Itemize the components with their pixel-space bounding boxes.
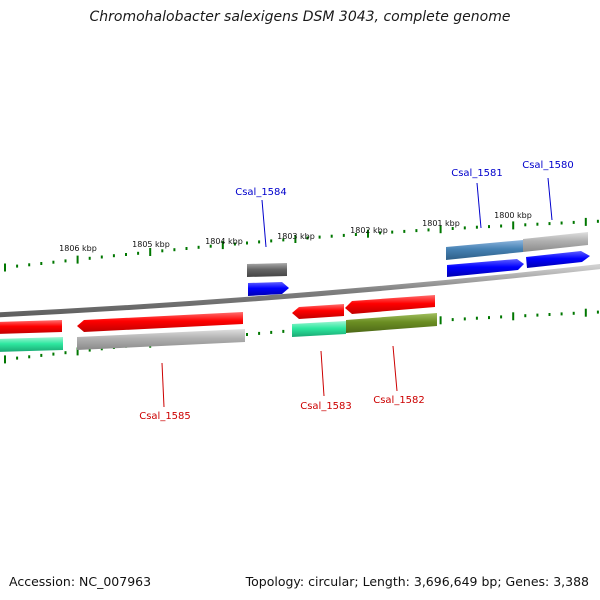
gene-left-partial-cog-bar[interactable] bbox=[0, 337, 63, 352]
map-title: Chromohalobacter salexigens DSM 3043, co… bbox=[89, 9, 511, 25]
gene-label-Csal_1581[interactable]: Csal_1581 bbox=[451, 168, 503, 179]
leader-Csal_1583 bbox=[320, 350, 325, 397]
gene-Csal_1583-arrow[interactable] bbox=[292, 304, 344, 319]
scale-label-1804: 1804 kbp bbox=[205, 237, 243, 246]
upper-scale-ticks bbox=[4, 217, 599, 272]
gene-left-partial-arrow[interactable] bbox=[0, 320, 62, 334]
gene-Csal_1584-cog-bar[interactable] bbox=[247, 263, 287, 277]
gene-label-Csal_1584[interactable]: Csal_1584 bbox=[235, 187, 287, 198]
scale-label-1802: 1802 kbp bbox=[350, 226, 388, 235]
leader-Csal_1581 bbox=[476, 182, 482, 229]
genome-summary-text: Topology: circular; Length: 3,696,649 bp… bbox=[245, 574, 589, 589]
gene-label-Csal_1582[interactable]: Csal_1582 bbox=[373, 395, 425, 406]
scale-label-1806: 1806 kbp bbox=[59, 244, 97, 253]
scale-label-1801: 1801 kbp bbox=[422, 219, 460, 228]
gene-Csal_1581-cog-bar[interactable] bbox=[446, 240, 523, 260]
gene-Csal_1583-cog-bar[interactable] bbox=[292, 321, 346, 337]
gene-Csal_1585-arrow[interactable] bbox=[77, 312, 243, 332]
leader-Csal_1585 bbox=[161, 362, 165, 408]
leader-Csal_1584 bbox=[261, 199, 267, 248]
gene-label-Csal_1585[interactable]: Csal_1585 bbox=[139, 411, 191, 422]
gene-Csal_1580-cog-bar[interactable] bbox=[523, 232, 588, 252]
leader-Csal_1582 bbox=[392, 345, 398, 392]
leader-Csal_1580 bbox=[547, 177, 553, 221]
gene-Csal_1585-cog-bar[interactable] bbox=[77, 329, 245, 350]
gene-Csal_1581-arrow[interactable] bbox=[447, 259, 524, 277]
gene-Csal_1582-cog-bar[interactable] bbox=[346, 313, 437, 333]
scale-label-1800: 1800 kbp bbox=[494, 211, 532, 220]
accession-text: Accession: NC_007963 bbox=[9, 574, 152, 589]
gene-Csal_1584-arrow[interactable] bbox=[248, 282, 289, 296]
genome-backbone bbox=[0, 264, 600, 318]
gene-label-Csal_1580[interactable]: Csal_1580 bbox=[522, 160, 574, 171]
scale-label-1805: 1805 kbp bbox=[132, 240, 170, 249]
gene-label-Csal_1583[interactable]: Csal_1583 bbox=[300, 401, 352, 412]
gene-Csal_1580-arrow[interactable] bbox=[526, 251, 590, 268]
scale-label-1803: 1803 kbp bbox=[277, 232, 315, 241]
gene-Csal_1582-arrow[interactable] bbox=[345, 295, 435, 314]
